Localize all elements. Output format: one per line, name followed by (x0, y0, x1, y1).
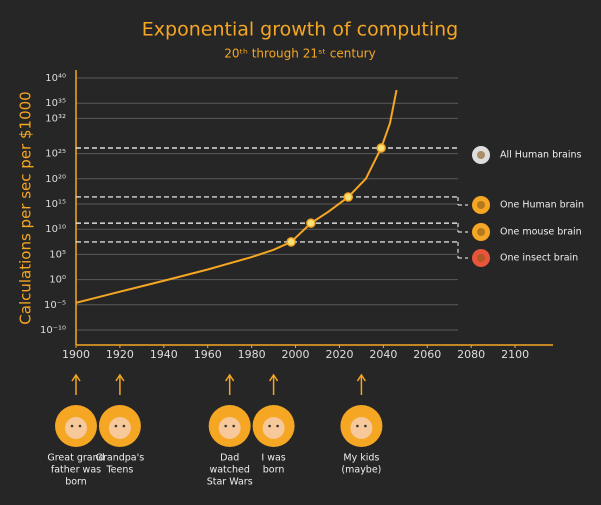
x-tick-label: 1900 (62, 348, 90, 361)
milestone-arrowhead (71, 373, 81, 382)
milestone-eye (114, 424, 118, 428)
milestone-label: Grandpa's (96, 453, 145, 464)
milestone-face (108, 417, 131, 439)
threshold-label: One Human brain (500, 200, 584, 211)
milestone-eye (224, 424, 227, 428)
x-tick-label: 1920 (106, 348, 134, 361)
x-tick-label: 2000 (282, 348, 310, 361)
y-tick-label: 10¹⁰ (45, 224, 66, 235)
x-tick-label: 2080 (457, 348, 485, 361)
milestone-eye (70, 424, 74, 428)
milestone-face (218, 417, 241, 439)
milestone-label: My kids (343, 453, 379, 464)
milestone-label: Dad (220, 453, 239, 464)
milestone-eye (276, 424, 279, 428)
milestone-label: born (263, 465, 285, 476)
threshold-icon-detail (477, 228, 485, 236)
x-tick-label: 2020 (325, 348, 353, 361)
milestone-face (65, 417, 87, 439)
threshold-point (343, 192, 353, 202)
threshold-point (306, 218, 316, 228)
milestone-face (262, 417, 285, 439)
milestone-label: I was (261, 453, 285, 464)
threshold-icon-detail (477, 151, 485, 159)
data-line (75, 89, 398, 304)
x-tick-label: 1940 (150, 348, 178, 361)
milestone-eye (78, 424, 82, 428)
chart-subtitle: 20ᵗʰ through 21ˢᵗ century (224, 47, 375, 61)
y-tick-label: 10²⁰ (45, 174, 66, 185)
threshold-icon-detail (477, 254, 485, 262)
milestone-eye (356, 424, 359, 428)
y-tick-label: 10²⁵ (45, 149, 66, 160)
milestone-arrowhead (268, 373, 279, 382)
y-tick-label: 10⁻⁵ (44, 300, 66, 311)
milestone-eye (364, 424, 367, 428)
threshold-label: All Human brains (500, 150, 581, 161)
x-tick-label: 2040 (369, 348, 397, 361)
threshold-point (376, 143, 386, 153)
threshold-icon-detail (477, 201, 485, 209)
y-tick-label: 10⁰ (49, 275, 66, 286)
milestone-eye (122, 424, 126, 428)
milestone-label: father was (51, 465, 101, 476)
threshold-point (286, 237, 296, 247)
milestone-eye (232, 424, 235, 428)
milestone-arrowhead (225, 373, 235, 382)
x-tick-label: 2100 (501, 348, 529, 361)
y-tick-label: 10⁵ (49, 249, 66, 260)
y-axis-label: Calculations per sec per $1000 (17, 91, 35, 324)
milestone-label: Great grand (47, 453, 104, 464)
milestone-label: (maybe) (341, 465, 381, 476)
milestone-label: Star Wars (207, 477, 253, 488)
milestone-label: watched (209, 465, 249, 476)
x-tick-label: 1980 (238, 348, 266, 361)
milestone-label: born (65, 477, 87, 488)
milestone-label: Teens (105, 465, 133, 476)
chart-title: Exponential growth of computing (142, 19, 458, 41)
milestone-arrowhead (115, 373, 125, 382)
y-tick-label: 10³² (45, 113, 66, 124)
x-tick-label: 1960 (194, 348, 222, 361)
y-tick-label: 10⁴⁰ (45, 73, 66, 84)
milestone-arrowhead (356, 373, 367, 382)
milestone-face (350, 417, 373, 439)
threshold-label: One insect brain (500, 253, 578, 264)
x-tick-label: 2060 (413, 348, 441, 361)
y-tick-label: 10¹⁵ (45, 199, 66, 210)
threshold-label: One mouse brain (500, 227, 582, 238)
milestone-eye (268, 424, 271, 428)
y-tick-label: 10⁻¹⁰ (40, 325, 66, 336)
y-tick-label: 10³⁵ (45, 98, 66, 109)
